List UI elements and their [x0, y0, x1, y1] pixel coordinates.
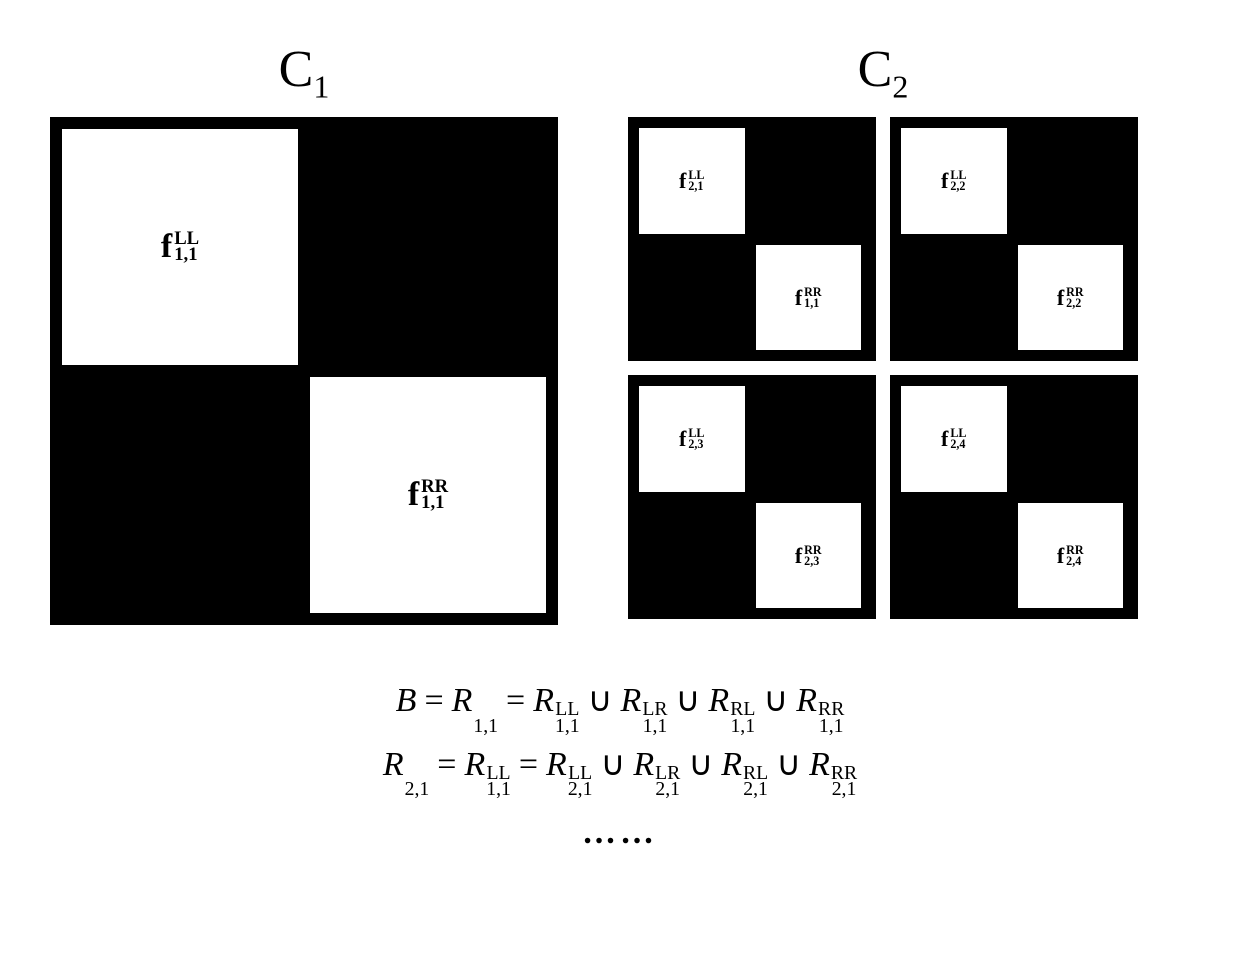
c1-cell-LR	[307, 126, 549, 368]
c2-b1-LL: f LL 2,1	[636, 125, 748, 237]
c2-b2-LL-label: f LL 2,2	[941, 170, 966, 192]
c2-b1-RR: f RR 1,1	[753, 242, 865, 354]
c2-block-4-grid: f LL 2,4 f	[898, 383, 1126, 611]
c2-b4-RR-label: f RR 2,4	[1057, 545, 1084, 567]
c2-b1-RR-label: f RR 1,1	[795, 287, 822, 309]
c2-b4-RR: f RR 2,4	[1015, 500, 1127, 612]
c2-b2-RL	[898, 242, 1010, 354]
c2-b3-RR-label: f RR 2,3	[795, 545, 822, 567]
c2-b3-LL-label: f LL 2,3	[679, 428, 704, 450]
c1-cell-RL	[59, 374, 301, 616]
c2-b3-LL: f LL 2,3	[636, 383, 748, 495]
c2-b2-RR-label: f RR 2,2	[1057, 287, 1084, 309]
c2-outer-grid: f LL 2,1 f	[628, 117, 1138, 619]
c2-b3-LR	[753, 383, 865, 495]
panel-c2-title-sub: 2	[892, 68, 908, 104]
panel-c1: C1 f LL 1,1	[50, 40, 558, 625]
panel-c1-title-base: C	[279, 41, 314, 98]
panel-c2-title-base: C	[858, 41, 893, 98]
c2-b2-LL: f LL 2,2	[898, 125, 1010, 237]
c2-b1-LL-label: f LL 2,1	[679, 170, 704, 192]
c1-outer-frame: f LL 1,1 f RR	[50, 117, 558, 625]
panel-c1-title: C1	[279, 40, 330, 105]
figure-root: C1 f LL 1,1	[50, 40, 1190, 852]
c2-block-2: f LL 2,2 f	[890, 117, 1138, 361]
c2-b2-RR: f RR 2,2	[1015, 242, 1127, 354]
panel-row: C1 f LL 1,1	[50, 40, 1190, 625]
c1-grid: f LL 1,1 f RR	[59, 126, 549, 616]
c2-block-1: f LL 2,1 f	[628, 117, 876, 361]
c2-b1-RL	[636, 242, 748, 354]
c2-block-2-grid: f LL 2,2 f	[898, 125, 1126, 353]
c2-block-3: f LL 2,3 f	[628, 375, 876, 619]
c1-cell-LL-label: f LL 1,1	[161, 230, 199, 264]
equation-line-1: B=R 1,1=RLL1,1∪RLR1,1∪RRL1,1∪RRR1,1	[50, 680, 1190, 734]
c2-b2-LR	[1015, 125, 1127, 237]
panel-c2-title: C2	[858, 40, 909, 105]
c2-b4-RL	[898, 500, 1010, 612]
c2-b3-RR: f RR 2,3	[753, 500, 865, 612]
equation-line-2: R 2,1=RLL1,1=RLL2,1∪RLR2,1∪RRL2,1∪RRR2,1	[50, 744, 1190, 798]
c2-block-1-grid: f LL 2,1 f	[636, 125, 864, 353]
c2-b1-LR	[753, 125, 865, 237]
c1-cell-LL: f LL 1,1	[59, 126, 301, 368]
c1-cell-RR-label: f RR 1,1	[408, 478, 448, 512]
c2-block-3-grid: f LL 2,3 f	[636, 383, 864, 611]
c2-b4-LL-label: f LL 2,4	[941, 428, 966, 450]
equations-block: B=R 1,1=RLL1,1∪RLR1,1∪RRL1,1∪RRR1,1 R 2,…	[50, 680, 1190, 852]
equation-dots: ……	[50, 814, 1190, 852]
c2-b4-LL: f LL 2,4	[898, 383, 1010, 495]
c2-b3-RL	[636, 500, 748, 612]
c2-b4-LR	[1015, 383, 1127, 495]
panel-c1-title-sub: 1	[313, 68, 329, 104]
c2-block-4: f LL 2,4 f	[890, 375, 1138, 619]
panel-c2: C2 f LL 2,1	[628, 40, 1138, 619]
c1-cell-RR: f RR 1,1	[307, 374, 549, 616]
